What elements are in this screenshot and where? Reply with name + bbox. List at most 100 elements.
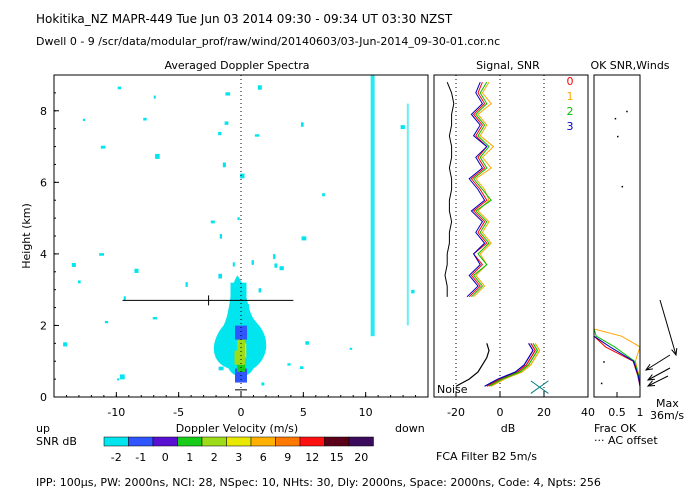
filter-label: FCA Filter B2 5m/s [436,450,537,463]
y-tick-label: 4 [40,248,47,261]
colorbar-tick-label: 15 [330,451,344,464]
noise-speck [82,118,86,121]
ac-offset-text: AC offset [608,434,658,447]
x-tick-label: 10 [359,406,373,419]
noise-speck [322,193,325,197]
x-tick-label: 20 [537,406,551,419]
series-labels: 0 1 2 3 [567,75,574,133]
colorbar-swatch [299,436,325,447]
frac-ok-line [593,293,641,387]
x-tick-label: -5 [173,406,184,419]
ok-title: OK SNR,Winds [590,59,669,72]
y-tick-label: 8 [40,105,47,118]
colorbar-swatch [324,436,350,447]
colorbar-swatch [201,436,227,447]
noise-speck [258,288,262,293]
ok-dot [626,110,628,113]
ac-offset-label: ··· AC offset [594,434,658,447]
noise-speck [77,280,81,284]
noise-speck [299,366,304,369]
colorbar-tick-label: 0 [162,451,169,464]
colorbar-tick-label: 6 [260,451,267,464]
x-tick-label: -10 [107,406,125,419]
noise-speck [237,217,240,221]
x-tick-label: 40 [581,406,595,419]
ok-marks [593,110,641,387]
noise-speck [225,92,231,96]
series-label: 2 [567,105,574,118]
up-label: up [36,422,50,435]
wind-max-label: Max [656,397,679,410]
series-line-upper [466,81,488,298]
series-line-upper [468,81,488,298]
wind-arrow [659,299,677,356]
signal-xlabel: dB [501,422,516,435]
noise-speck [71,262,76,267]
x-tick-label: 5 [300,406,307,419]
x-tick-label: 0.5 [608,406,626,419]
colorbar-tick-label: 12 [305,451,319,464]
ok-dot [600,382,603,385]
noise-speck [232,262,235,267]
colorbar-title: SNR dB [36,435,77,448]
clutter-stripe [370,75,375,337]
noise-speck [287,363,291,366]
noise-speck [100,145,106,149]
colorbar-tick-label: 20 [354,451,368,464]
ok-dot [621,185,624,188]
noise-speck [219,234,222,239]
noise-speck [155,153,160,159]
noise-speck [218,131,222,136]
intensity-cell [230,282,247,297]
colorbar-swatch [250,436,276,447]
colorbar-tick-label: -2 [111,451,122,464]
noise-speck [218,366,224,371]
noise-speck [104,320,109,324]
series-line-lower [484,343,534,387]
y-tick-label: 2 [40,319,47,332]
frac-ok-line [593,293,641,387]
frac-ok-line [593,293,641,387]
colorbar-swatch [152,436,178,447]
noise-speck [257,85,262,90]
noise-speck [143,117,147,121]
noise-speck [222,162,226,168]
header-title: Hokitika_NZ MAPR-449 Tue Jun 03 2014 09:… [36,12,453,26]
noise-speck [123,296,126,301]
ok-dot [603,361,605,363]
series-line-lower [490,343,541,387]
noise-speck [218,273,223,279]
spectra-axes: -10 -5 0 5 10 0 2 4 6 8 [40,74,429,419]
wind-arrow [645,354,671,371]
colorbar-tick-label: 3 [235,451,242,464]
series-label: 3 [567,120,574,133]
x-tick-label: 1 [637,406,644,419]
series-line-lower [455,343,490,387]
wind-arrowhead [671,347,678,357]
noise-speck [261,382,265,386]
colorbar-tick-label: -1 [135,451,146,464]
signal-frame [433,74,589,398]
x-tick-label: -20 [447,406,465,419]
colorbar-swatch [177,436,203,447]
noise-speck [224,121,229,125]
colorbar-tick-label: 9 [284,451,291,464]
colorbar-swatch [348,436,374,447]
intensity-cell [235,325,247,340]
wind-max-value: 36m/s [650,409,684,422]
signal-title: Signal, SNR [476,59,540,72]
wind-arrow [647,375,669,387]
colorbar-tick-label: 2 [211,451,218,464]
clutter-stripe-2 [406,103,409,326]
spectra-ylabel: Height (km) [20,203,33,269]
noise-speck [400,125,405,130]
noise-speck [251,260,254,265]
colorbar-swatch [226,436,252,447]
noise-speck [279,266,284,271]
noise-speck [134,268,139,273]
series-line-upper [444,81,455,297]
series-line-lower [486,343,536,387]
colorbar-swatch [103,436,129,447]
noise-speck [254,134,260,137]
series-label: 0 [567,75,574,88]
